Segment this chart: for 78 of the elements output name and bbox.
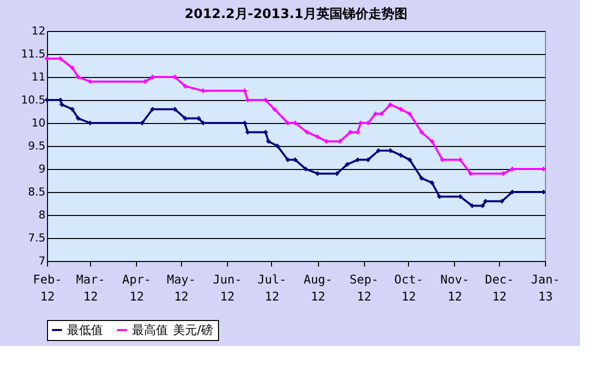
point — [470, 204, 474, 208]
point — [315, 171, 320, 176]
point — [304, 166, 308, 172]
point — [183, 116, 188, 121]
x-tick-label: Nov-12 — [440, 272, 470, 304]
point — [345, 162, 350, 167]
point — [356, 130, 360, 134]
legend-label: 最低值 — [67, 323, 103, 337]
point — [408, 112, 412, 116]
point — [366, 158, 370, 162]
point — [172, 107, 177, 112]
point — [286, 158, 290, 162]
x-tick-label: Feb-12 — [33, 272, 62, 304]
point — [376, 148, 381, 153]
point — [275, 144, 280, 148]
point — [458, 194, 462, 199]
y-tick-label: 10 — [32, 116, 46, 130]
point — [483, 199, 488, 204]
point — [338, 139, 342, 144]
x-tick-label: Mar-12 — [76, 272, 106, 304]
y-tick-label: 7.5 — [28, 232, 46, 244]
point — [242, 88, 247, 93]
point — [315, 134, 320, 139]
point — [440, 158, 445, 162]
point — [76, 116, 80, 121]
point — [293, 158, 298, 162]
point — [200, 88, 206, 93]
point — [430, 180, 434, 185]
point — [458, 158, 462, 162]
y-tick-label: 11.5 — [21, 48, 46, 60]
legend-label: 最高值 — [132, 323, 168, 337]
point — [398, 107, 403, 112]
point — [500, 199, 504, 204]
x-tick-label: Aug-12 — [304, 272, 333, 304]
y-tick-label: 8.5 — [28, 186, 46, 198]
point — [437, 194, 442, 199]
point — [430, 139, 434, 144]
y-tick-label: 11 — [32, 70, 46, 84]
point — [196, 116, 201, 121]
x-tick-label: Jan-13 — [531, 272, 560, 304]
point — [60, 102, 64, 107]
point — [76, 74, 80, 80]
point — [44, 56, 50, 61]
point — [272, 107, 277, 112]
x-tick-label: Jul-12 — [258, 272, 286, 304]
y-tick-label: 9.5 — [28, 140, 46, 152]
point — [379, 112, 384, 116]
y-tick-label: 12 — [32, 24, 46, 38]
point — [324, 139, 329, 144]
point — [246, 130, 250, 134]
legend-title: 美元/磅 — [173, 323, 214, 337]
point — [70, 66, 74, 70]
y-tick-label: 10.5 — [21, 94, 46, 106]
point — [419, 130, 424, 134]
point — [70, 107, 74, 112]
y-tick-label: 7 — [38, 254, 46, 268]
point — [480, 204, 485, 208]
y-tick-label: 8 — [38, 208, 46, 222]
point — [305, 130, 310, 134]
point — [468, 171, 473, 176]
point — [419, 176, 424, 180]
point — [183, 84, 188, 88]
y-tick-label: 9 — [38, 162, 46, 176]
x-tick-label: Sep-12 — [350, 272, 379, 304]
point — [398, 153, 403, 158]
point — [408, 158, 412, 162]
point — [356, 158, 360, 162]
point — [373, 112, 378, 116]
x-tick-label: Dec-12 — [484, 272, 514, 304]
point — [150, 107, 155, 112]
point — [266, 139, 271, 144]
x-tick-label: Jun-12 — [212, 272, 242, 304]
x-tick-label: Oct-12 — [394, 272, 424, 304]
point — [263, 130, 268, 134]
x-tick-label: May-12 — [166, 272, 196, 304]
chart-title: 2012.2月-2013.1月英国锑价走势图 — [184, 6, 408, 22]
point — [348, 130, 352, 134]
x-tick-label: Apr-12 — [122, 272, 152, 304]
